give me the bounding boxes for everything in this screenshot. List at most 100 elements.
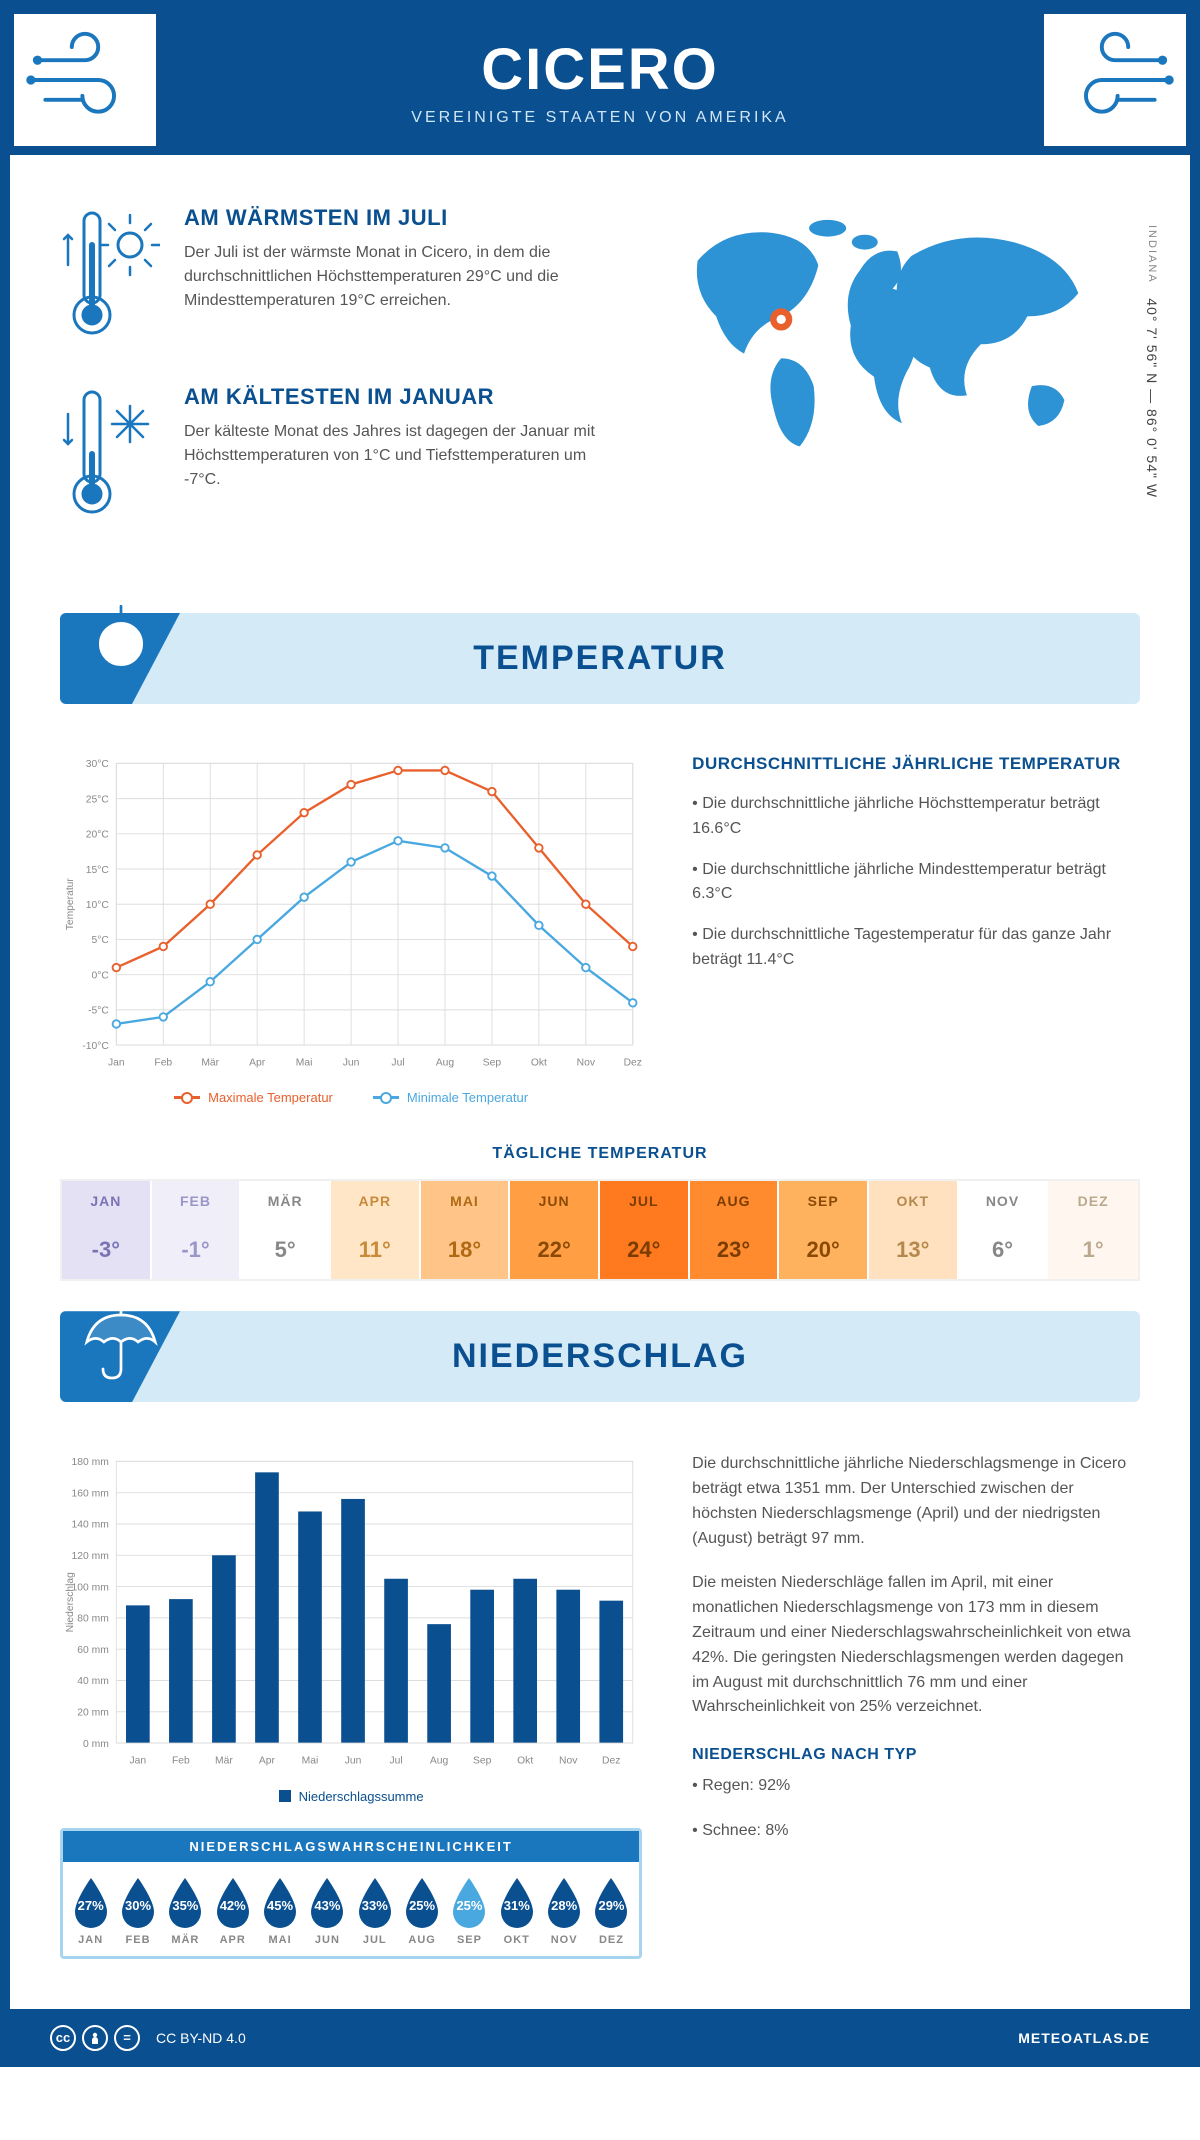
probability-title: NIEDERSCHLAGSWAHRSCHEINLICHKEIT (63, 1831, 639, 1862)
temperature-legend: Maximale Temperatur Minimale Temperatur (60, 1090, 642, 1105)
svg-text:100 mm: 100 mm (72, 1583, 109, 1594)
temp-summary-p1: • Die durchschnittliche jährliche Höchst… (692, 792, 1140, 842)
footer: cc = CC BY-ND 4.0 METEOATLAS.DE (0, 2009, 1200, 2067)
raindrop-icon: 43% (306, 1876, 348, 1928)
sun-icon (76, 599, 166, 689)
svg-text:Apr: Apr (249, 1058, 266, 1069)
temperature-chart: -10°C-5°C0°C5°C10°C15°C20°C25°C30°CJanFe… (60, 754, 642, 1073)
wind-icon-left (10, 10, 160, 150)
probability-box: NIEDERSCHLAGSWAHRSCHEINLICHKEIT 27% JAN … (60, 1828, 642, 1959)
coldest-text: Der kälteste Monat des Jahres ist dagege… (184, 420, 605, 492)
daily-cell: MAI 18° (421, 1181, 511, 1279)
svg-text:Feb: Feb (172, 1756, 190, 1767)
infographic-page: CICERO VEREINIGTE STAATEN VON AMERIKA (0, 0, 1200, 2067)
svg-text:20°C: 20°C (86, 830, 110, 841)
world-map (645, 205, 1140, 465)
probability-cell: 27% JAN (69, 1876, 112, 1946)
page-subtitle: VEREINIGTE STAATEN VON AMERIKA (20, 109, 1180, 127)
page-title: CICERO (20, 36, 1180, 103)
temperature-banner: TEMPERATUR (60, 613, 1140, 704)
svg-text:Okt: Okt (517, 1756, 533, 1767)
svg-text:-5°C: -5°C (88, 1006, 109, 1017)
daily-cell: NOV 6° (959, 1181, 1049, 1279)
raindrop-icon: 29% (590, 1876, 632, 1928)
svg-text:Sep: Sep (473, 1756, 492, 1767)
svg-text:Nov: Nov (559, 1756, 578, 1767)
raindrop-icon: 27% (70, 1876, 112, 1928)
probability-cell: 30% FEB (116, 1876, 159, 1946)
header: CICERO VEREINIGTE STAATEN VON AMERIKA (0, 0, 1200, 155)
probability-cell: 31% OKT (495, 1876, 538, 1946)
svg-text:Mär: Mär (215, 1756, 233, 1767)
temp-summary-p2: • Die durchschnittliche jährliche Mindes… (692, 858, 1140, 908)
svg-text:15°C: 15°C (86, 865, 110, 876)
svg-text:Dez: Dez (602, 1756, 620, 1767)
precipitation-banner: NIEDERSCHLAG (60, 1311, 1140, 1402)
coldest-block: AM KÄLTESTEN IM JANUAR Der kälteste Mona… (60, 384, 605, 529)
daily-cell: AUG 23° (690, 1181, 780, 1279)
svg-text:140 mm: 140 mm (72, 1520, 109, 1531)
svg-text:Feb: Feb (154, 1058, 172, 1069)
coldest-title: AM KÄLTESTEN IM JANUAR (184, 384, 605, 410)
temperature-section: -10°C-5°C0°C5°C10°C15°C20°C25°C30°CJanFe… (10, 724, 1190, 1115)
raindrop-icon: 33% (354, 1876, 396, 1928)
svg-text:Mär: Mär (201, 1058, 219, 1069)
daily-cell: APR 11° (331, 1181, 421, 1279)
probability-cell: 25% SEP (448, 1876, 491, 1946)
svg-text:10°C: 10°C (86, 900, 110, 911)
probability-cell: 43% JUN (306, 1876, 349, 1946)
daily-cell: FEB -1° (152, 1181, 242, 1279)
raindrop-icon: 28% (543, 1876, 585, 1928)
svg-text:40 mm: 40 mm (77, 1676, 109, 1687)
svg-text:Jan: Jan (130, 1756, 147, 1767)
wind-icon-right (1040, 10, 1190, 150)
precip-snow: • Schnee: 8% (692, 1819, 1140, 1844)
svg-text:Jul: Jul (389, 1756, 402, 1767)
svg-text:Nov: Nov (577, 1058, 596, 1069)
precipitation-legend: Niederschlagssumme (60, 1789, 642, 1804)
svg-text:Mai: Mai (302, 1756, 319, 1767)
raindrop-icon: 45% (259, 1876, 301, 1928)
svg-text:180 mm: 180 mm (72, 1457, 109, 1468)
raindrop-icon: 42% (212, 1876, 254, 1928)
svg-text:60 mm: 60 mm (77, 1645, 109, 1656)
temp-summary-p3: • Die durchschnittliche Tagestemperatur … (692, 923, 1140, 973)
svg-text:30°C: 30°C (86, 759, 110, 770)
raindrop-icon: 30% (117, 1876, 159, 1928)
daily-temp-title: TÄGLICHE TEMPERATUR (10, 1145, 1190, 1163)
probability-cell: 35% MÄR (164, 1876, 207, 1946)
svg-text:120 mm: 120 mm (72, 1551, 109, 1562)
svg-text:Jun: Jun (345, 1756, 362, 1767)
svg-text:Jul: Jul (391, 1058, 404, 1069)
probability-cell: 33% JUL (353, 1876, 396, 1946)
svg-text:0 mm: 0 mm (83, 1739, 109, 1750)
svg-text:Aug: Aug (436, 1058, 455, 1069)
daily-cell: MÄR 5° (241, 1181, 331, 1279)
raindrop-icon: 25% (401, 1876, 443, 1928)
svg-text:Jan: Jan (108, 1058, 125, 1069)
probability-cell: 42% APR (211, 1876, 254, 1946)
umbrella-icon (76, 1297, 166, 1387)
precip-type-heading: NIEDERSCHLAG NACH TYP (692, 1746, 1140, 1764)
precipitation-heading: NIEDERSCHLAG (80, 1337, 1120, 1376)
coordinates: INDIANA 40° 7' 56" N — 86° 0' 54" W (1144, 225, 1160, 498)
svg-text:-10°C: -10°C (82, 1041, 109, 1052)
daily-cell: JUL 24° (600, 1181, 690, 1279)
svg-text:Mai: Mai (296, 1058, 313, 1069)
warmest-text: Der Juli ist der wärmste Monat in Cicero… (184, 241, 605, 313)
svg-text:160 mm: 160 mm (72, 1489, 109, 1500)
thermometer-sun-icon (60, 205, 160, 350)
temperature-heading: TEMPERATUR (80, 639, 1120, 678)
site-name: METEOATLAS.DE (1018, 2030, 1150, 2046)
cc-icon: cc (50, 2025, 76, 2051)
raindrop-icon: 31% (496, 1876, 538, 1928)
probability-cell: 25% AUG (400, 1876, 443, 1946)
probability-cell: 28% NOV (542, 1876, 585, 1946)
daily-cell: JUN 22° (510, 1181, 600, 1279)
daily-cell: SEP 20° (779, 1181, 869, 1279)
svg-text:20 mm: 20 mm (77, 1708, 109, 1719)
thermometer-snow-icon (60, 384, 160, 529)
temp-summary-heading: DURCHSCHNITTLICHE JÄHRLICHE TEMPERATUR (692, 754, 1140, 774)
intro-section: AM WÄRMSTEN IM JULI Der Juli ist der wär… (10, 155, 1190, 593)
license-badge: cc = CC BY-ND 4.0 (50, 2025, 246, 2051)
